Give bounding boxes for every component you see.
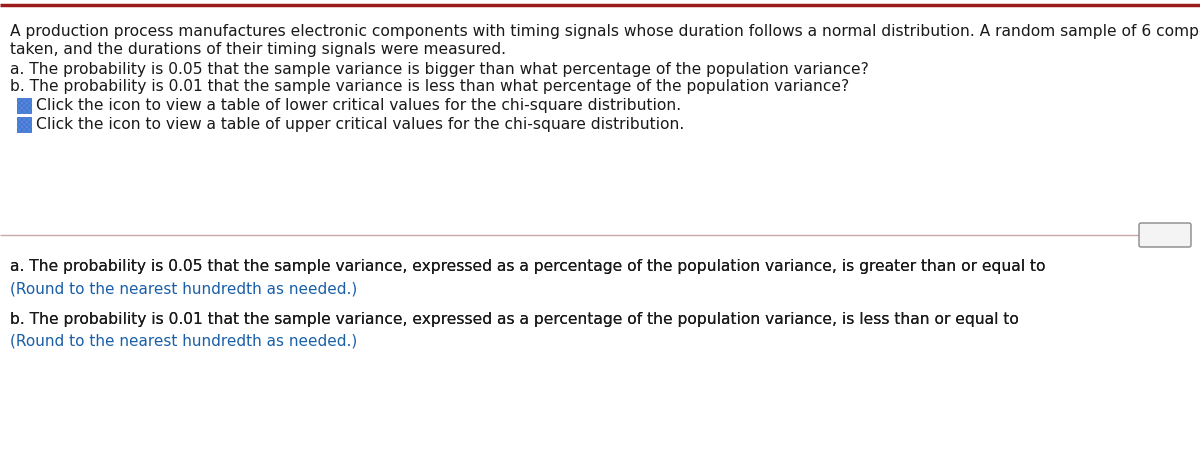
Text: (Round to the nearest hundredth as needed.): (Round to the nearest hundredth as neede…	[10, 334, 358, 349]
Text: a. The probability is 0.05 that the sample variance is bigger than what percenta: a. The probability is 0.05 that the samp…	[10, 62, 869, 77]
Text: (Round to the nearest hundredth as needed.): (Round to the nearest hundredth as neede…	[10, 281, 358, 296]
Bar	[17, 116, 20, 121]
Bar	[28, 116, 31, 121]
Text: A production process manufactures electronic components with timing signals whos: A production process manufactures electr…	[10, 24, 1200, 39]
Text: b. The probability is 0.01 that the sample variance is less than what percentage: b. The probability is 0.01 that the samp…	[10, 79, 850, 94]
Text: a. The probability is 0.05 that the sample variance, expressed as a percentage o: a. The probability is 0.05 that the samp…	[10, 259, 1045, 274]
Bar	[22, 98, 26, 102]
Text: Click the icon to view a table of upper critical values for the chi-square distr: Click the icon to view a table of upper …	[36, 117, 684, 132]
Bar	[28, 103, 31, 107]
Bar	[28, 108, 31, 113]
Bar	[17, 103, 20, 107]
Bar	[28, 98, 31, 102]
Bar	[22, 127, 26, 132]
Text: ...: ...	[1159, 228, 1171, 241]
Bar	[22, 108, 26, 113]
Text: a. The probability is 0.05 that the sample variance, expressed as a percentage o: a. The probability is 0.05 that the samp…	[10, 259, 1045, 274]
Bar	[17, 127, 20, 132]
FancyBboxPatch shape	[1139, 223, 1190, 247]
Text: b. The probability is 0.01 that the sample variance, expressed as a percentage o: b. The probability is 0.01 that the samp…	[10, 312, 1019, 327]
Bar	[28, 122, 31, 126]
Text: b. The probability is 0.01 that the sample variance, expressed as a percentage o: b. The probability is 0.01 that the samp…	[10, 312, 1019, 327]
Bar	[22, 122, 26, 126]
Text: taken, and the durations of their timing signals were measured.: taken, and the durations of their timing…	[10, 42, 506, 57]
Bar	[22, 103, 26, 107]
Text: Click the icon to view a table of lower critical values for the chi-square distr: Click the icon to view a table of lower …	[36, 98, 682, 113]
Bar	[22, 116, 26, 121]
Bar	[28, 127, 31, 132]
Bar	[17, 108, 20, 113]
Bar	[17, 122, 20, 126]
Bar	[17, 98, 20, 102]
